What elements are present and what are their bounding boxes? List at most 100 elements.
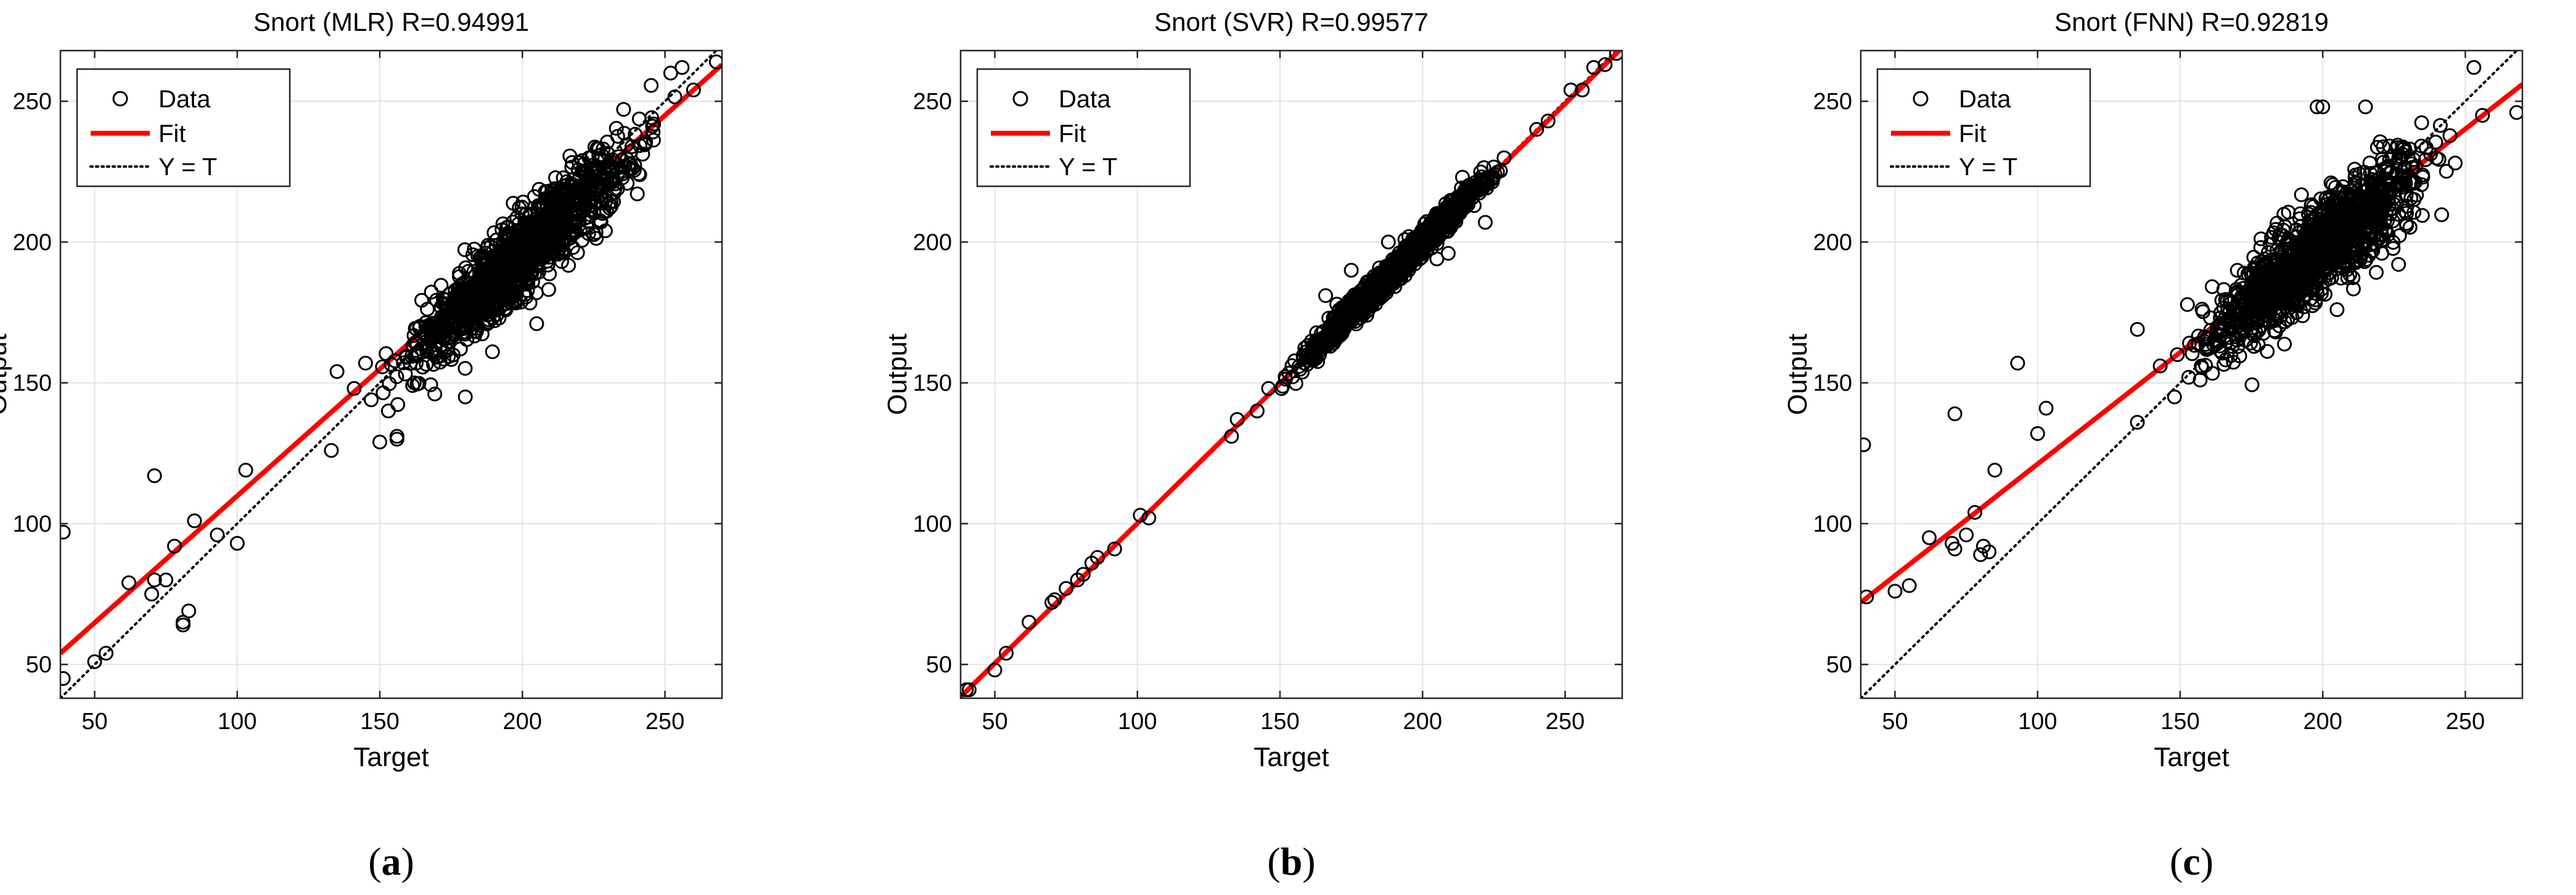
data-point [60, 524, 71, 540]
data-point [181, 603, 197, 619]
data-point [587, 139, 602, 155]
legend: Data Fit Y = T [76, 68, 291, 188]
identity-line [1861, 51, 2518, 698]
y-tick-label: 50 [1826, 652, 1852, 678]
y-axis-label: Output [0, 334, 12, 415]
data-point [1598, 57, 1613, 72]
data-point [644, 78, 659, 93]
data-point [2509, 105, 2522, 120]
data-point [531, 241, 547, 256]
data-point [2313, 215, 2329, 230]
data-point [358, 355, 373, 371]
data-point [2365, 181, 2380, 196]
y-tick-label: 200 [913, 229, 952, 255]
data-point [2231, 311, 2246, 327]
data-point [2346, 181, 2361, 196]
data-point [2367, 217, 2382, 232]
x-tick-label: 200 [1403, 709, 1442, 735]
data-point [1133, 508, 1148, 523]
data-point [504, 287, 520, 303]
data-point [2347, 162, 2362, 177]
data-point [1429, 251, 1445, 266]
data-point [1959, 527, 1974, 543]
data-point [2310, 99, 2324, 115]
data-point [624, 139, 639, 154]
data-point [2349, 253, 2364, 268]
data-point [238, 463, 253, 478]
data-point [597, 161, 612, 176]
data-point [572, 222, 588, 237]
data-point [2475, 108, 2490, 123]
data-point [2229, 263, 2245, 278]
legend-label-fit: Fit [1059, 120, 1086, 147]
data-point [2357, 197, 2373, 213]
data-point [2380, 161, 2395, 176]
data-point [2374, 227, 2389, 242]
data-point [372, 434, 387, 450]
data-point [2289, 295, 2305, 311]
data-point [440, 343, 455, 358]
data-point [2398, 144, 2413, 159]
data-point [1343, 263, 1359, 278]
data-point [451, 321, 467, 336]
data-point [427, 386, 443, 402]
data-point [2246, 250, 2262, 265]
data-point [144, 587, 159, 602]
data-point [1090, 550, 1105, 565]
data-point [609, 121, 624, 136]
data-point [187, 513, 202, 529]
data-point [2322, 254, 2337, 269]
data-point [1982, 544, 1997, 559]
data-point [87, 654, 102, 669]
data-point [2397, 160, 2413, 175]
data-point [663, 65, 678, 81]
data-point [616, 102, 631, 117]
data-point [524, 243, 539, 258]
data-point [1478, 215, 1493, 230]
data-point [452, 266, 467, 281]
data-point [686, 82, 701, 97]
data-point [474, 299, 489, 315]
data-point [632, 167, 647, 183]
data-point [1540, 113, 1556, 129]
data-point [541, 282, 556, 297]
data-point [2290, 284, 2305, 299]
data-point [2251, 323, 2266, 338]
data-point [1887, 584, 1903, 599]
data-point [2294, 187, 2309, 202]
y-tick-label: 100 [913, 511, 952, 537]
data-point [405, 378, 420, 393]
data-point [485, 310, 501, 325]
data-point [1529, 122, 1544, 137]
data-point [424, 284, 439, 300]
data-point [501, 228, 516, 244]
data-point [419, 339, 434, 354]
data-point [1973, 547, 1988, 563]
data-point [646, 124, 661, 139]
data-point [2226, 355, 2241, 370]
axes-box [1860, 49, 2524, 699]
y-axis-label: Output [882, 334, 913, 415]
data-point [2242, 287, 2258, 302]
data-layer [1861, 51, 2522, 698]
data-point [2372, 170, 2387, 186]
x-tick-label: 250 [646, 709, 684, 735]
legend-label-fit: Fit [158, 120, 186, 147]
data-point [2206, 337, 2221, 353]
data-point [329, 364, 345, 379]
data-point [1490, 165, 1505, 179]
data-point [587, 169, 602, 184]
chart-panel-a: 50 100 150 200 250 50 100 150 200 250 Snort (MLR) … [0, 7, 723, 883]
data-point [2336, 234, 2352, 250]
data-point [1563, 82, 1578, 97]
data-point [2205, 366, 2220, 381]
data-point [1386, 263, 1401, 278]
legend: Data Fit Y = T [1876, 68, 2091, 188]
data-point [2327, 220, 2342, 235]
data-point [1575, 82, 1590, 97]
data-point [1947, 406, 1963, 421]
data-point [2343, 213, 2358, 229]
y-tick-label: 250 [13, 89, 52, 115]
data-point [459, 281, 475, 296]
data-point [2280, 265, 2295, 280]
